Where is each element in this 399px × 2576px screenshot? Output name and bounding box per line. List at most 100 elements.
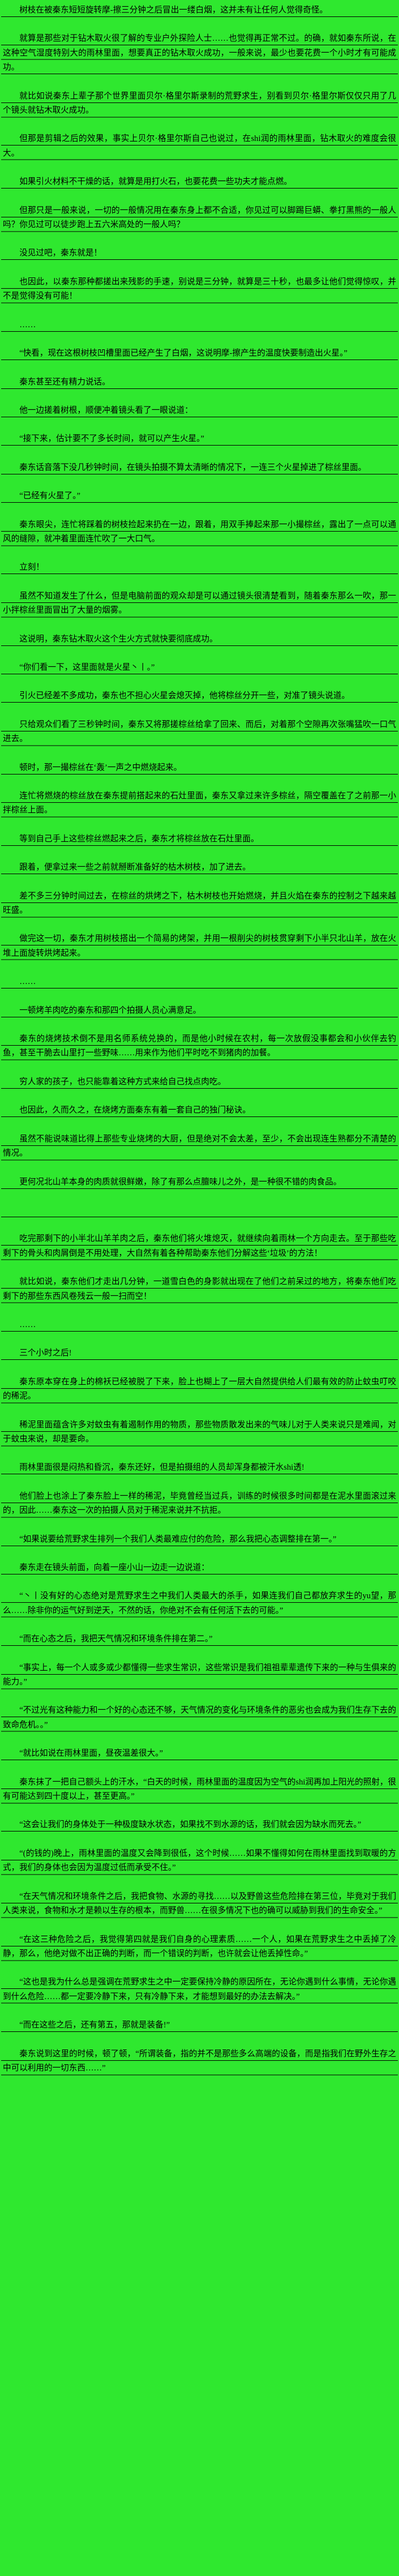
paragraph: 等到自己手上这些棕丝燃起来之后，秦东才将棕丝放在石灶里面。 bbox=[1, 832, 398, 847]
paragraph-gap bbox=[1, 232, 398, 246]
paragraph: “这也是我为什么总是强调在荒野求生之中一定要保持冷静的原因所在，无论你遇到什么事… bbox=[1, 1975, 398, 2005]
paragraph: 但那只是一般来说，一切的一般情况用在秦东身上都不合适，你见过可以脚踢巨蟒、拳打黑… bbox=[1, 203, 398, 233]
paragraph: 秦东走在镜头前面，向着一座小山一边走一边说道： bbox=[1, 1561, 398, 1576]
paragraph-gap bbox=[1, 2076, 398, 2090]
paragraph-gap bbox=[1, 161, 398, 175]
paragraph: 差不多三分钟时间过去，在棕丝的烘烤之下，枯木树枝也开始燃烧，并且火焰在秦东的控制… bbox=[1, 889, 398, 918]
paragraph-gap bbox=[1, 675, 398, 689]
paragraph: 秦东眼尖，连忙将踩着的树枝捡起来扔在一边，跟着，用双手捧起来那一小撮棕丝，露出了… bbox=[1, 517, 398, 547]
paragraph-gap bbox=[1, 261, 398, 275]
paragraph-gap bbox=[1, 190, 398, 204]
paragraph: “已经有火星了。” bbox=[1, 489, 398, 504]
paragraph-gap bbox=[1, 818, 398, 832]
paragraph: “接下来，估计要不了多长时间，就可以产生火星。” bbox=[1, 432, 398, 447]
paragraph: 更何况北山羊本身的肉质就很鲜嫩，除了有那么点膻味儿之外，是一种很不错的肉食品。 bbox=[1, 1175, 398, 1189]
paragraph-gap bbox=[1, 1547, 398, 1561]
paragraph: 他一边搓着树根，顺便冲着镜头看了一眼说道： bbox=[1, 403, 398, 418]
paragraph: “而在这些之后，还有第五，那就是装备!” bbox=[1, 2018, 398, 2033]
paragraph-gap bbox=[1, 1475, 398, 1490]
paragraph: 就比如说，秦东他们才走出几分钟，一道雪白色的身影就出现在了他们之前呆过的地方，将… bbox=[1, 1275, 398, 1304]
paragraph: 只给观众们看了三秒钟时间，秦东又将那搓棕丝给拿了回来、而后，对着那个空隙再次张嘴… bbox=[1, 717, 398, 747]
paragraph-gap bbox=[1, 304, 398, 318]
paragraph-gap bbox=[1, 332, 398, 346]
paragraph: “不过光有这种能力和一个好的心态还不够，天气情况的变化与环境条件的恶劣也会成为我… bbox=[1, 1704, 398, 1733]
paragraph: 如果引火材料不干燥的话，就算是用打火石，也要花费一些功夫才能点燃。 bbox=[1, 175, 398, 190]
paragraph: 树枝在被秦东短短旋转摩-擦三分钟之后冒出一缕白烟，这并未有让任何人觉得奇怪。 bbox=[1, 3, 398, 18]
paragraph: 就比如说秦东上辈子那个世界里面贝尔·格里尔斯录制的荒野求生，别看到贝尔·格里尔斯… bbox=[1, 89, 398, 118]
paragraph: 也因此，以秦东那种都搓出来残影的手速，别说是三分钟，就算是三十秒，也最多让他们觉… bbox=[1, 275, 398, 304]
paragraph: 也因此，久而久之，在烧烤方面秦东有着一套自己的独门秘诀。 bbox=[1, 1103, 398, 1118]
paragraph: “而在心态之后，我把天气情况和环境条件排在第二。” bbox=[1, 1632, 398, 1647]
paragraph-gap bbox=[1, 846, 398, 861]
paragraph: “就比如说在雨林里面，昼夜温差很大。” bbox=[1, 1747, 398, 1761]
paragraph: “如果说要给荒野求生排列一个我们人类最难应付的危险，那么我把心态调整排在第一。” bbox=[1, 1532, 398, 1547]
paragraph: 穷人家的孩子，也只能靠着这种方式来给自己找点肉吃。 bbox=[1, 1075, 398, 1090]
paragraph-gap bbox=[1, 2033, 398, 2047]
paragraph-gap bbox=[1, 475, 398, 489]
paragraph-gap bbox=[1, 875, 398, 889]
paragraph-gap bbox=[1, 1919, 398, 1933]
paragraph: 这说明，秦东钻木取火这个生火方式就快要彻底成功。 bbox=[1, 632, 398, 647]
paragraph-gap bbox=[1, 747, 398, 761]
paragraph-gap bbox=[1, 1404, 398, 1418]
paragraph-gap bbox=[1, 1332, 398, 1346]
paragraph: 三个小时之后! bbox=[1, 1346, 398, 1361]
paragraph-gap bbox=[1, 961, 398, 975]
paragraph-gap bbox=[1, 1732, 398, 1747]
paragraph: “丶丨没有好的心态绝对是荒野求生之中我们人类最大的杀手，如果连我们自己都放弃求生… bbox=[1, 1589, 398, 1619]
paragraph-gap bbox=[1, 990, 398, 1004]
paragraph-gap bbox=[1, 1876, 398, 1890]
paragraph: 秦东原本穿在身上的棉袄已经被脱了下来，脸上也糊上了一层大自然提供给人们最有效的防… bbox=[1, 1375, 398, 1404]
paragraph: 做完这一切，秦东才用树枝搭出一个简易的烤架，并用一根削尖的树枝贯穿剩下小半只北山… bbox=[1, 932, 398, 961]
paragraph-gap bbox=[1, 1089, 398, 1103]
paragraph-gap bbox=[1, 1018, 398, 1032]
paragraph: “这会让我们的身体处于一种极度缺水状态，如果找不到水源的话，我们就会因为缺水而死… bbox=[1, 1818, 398, 1833]
paragraph: “在这三种危险之后，我觉得第四就是我们自身的心理素质……一个人，如果在荒野求生之… bbox=[1, 1932, 398, 1962]
paragraph: 秦东的烧烤技术倒不是用名师系统兑换的，而是他小时候在农村，每一次放假没事都会和小… bbox=[1, 1032, 398, 1061]
paragraph-gap bbox=[1, 1118, 398, 1132]
paragraph-gap bbox=[1, 118, 398, 132]
paragraph: “你们看一下，这里面就是火星丶丨。” bbox=[1, 660, 398, 675]
paragraph-gap bbox=[1, 361, 398, 375]
paragraph: 但那是剪辑之后的效果，事实上贝尔·格里尔斯自己也说过，在shi润的雨林里面，钻木… bbox=[1, 132, 398, 161]
paragraph-gap bbox=[1, 1447, 398, 1461]
paragraph-gap bbox=[1, 1161, 398, 1175]
paragraph-gap bbox=[1, 1361, 398, 1375]
paragraph-gap bbox=[1, 704, 398, 718]
paragraph: 虽然不知道发生了什么，但是电脑前面的观众却是可以通过镜头很清楚看到，随着秦东那么… bbox=[1, 589, 398, 618]
paragraph-gap bbox=[1, 546, 398, 560]
paragraph: …… bbox=[1, 1317, 398, 1333]
paragraph: 秦东说到这里的时候，顿了顿，“所谓装备，指的并不是那些多么高端的设备，而是指我们… bbox=[1, 2047, 398, 2076]
paragraph-gap bbox=[1, 1761, 398, 1775]
paragraph-gap bbox=[1, 647, 398, 661]
paragraph: 顿时，那一撮棕丝在‘轰’一声之中燃烧起来。 bbox=[1, 760, 398, 775]
paragraph: 吃完那剩下的小半北山羊羊肉之后，秦东他们将火堆熄灭，就继续向着雨林一个方向走去。… bbox=[1, 1232, 398, 1261]
paragraph-gap bbox=[1, 447, 398, 461]
paragraph: “(的钱的)晚上，雨林里面的温度又会降到很低，这个时候……如果不懂得如何在雨林里… bbox=[1, 1846, 398, 1876]
paragraph-gap bbox=[1, 918, 398, 932]
paragraph: …… bbox=[1, 975, 398, 990]
paragraph-gap bbox=[1, 1189, 398, 1204]
paragraph-gap bbox=[1, 618, 398, 632]
paragraph: …… bbox=[1, 318, 398, 333]
paragraph: 秦东甚至还有精力说话。 bbox=[1, 375, 398, 390]
paragraph: “事实上，每一个人或多或少都懂得一些求生常识，这些常识是我们祖祖辈辈遗传下来的一… bbox=[1, 1661, 398, 1690]
paragraph: 跟着，便拿过来一些之前就掰断准备好的枯木树枝，加了进去。 bbox=[1, 861, 398, 875]
paragraph: “在天气情况和环境条件之后，我把食物、水源的寻找……以及野兽这些危险排在第三位，… bbox=[1, 1889, 398, 1919]
paragraph-gap bbox=[1, 1518, 398, 1533]
paragraph: 连忙将燃烧的棕丝放在秦东提前搭起来的石灶里面，秦东又拿过来许多棕丝，隔空覆盖在了… bbox=[1, 789, 398, 818]
paragraph-gap bbox=[1, 1647, 398, 1661]
paragraph-gap bbox=[1, 18, 398, 32]
paragraph-gap bbox=[1, 775, 398, 789]
document-reader: 树枝在被秦东短短旋转摩-擦三分钟之后冒出一缕白烟，这并未有让任何人觉得奇怪。 就算… bbox=[1, 3, 398, 2090]
paragraph-gap bbox=[1, 2004, 398, 2018]
paragraph-gap bbox=[1, 1218, 398, 1232]
paragraph-gap bbox=[1, 1618, 398, 1632]
paragraph: 虽然不能说味道比得上那些专业烧烤的大厨，但是绝对不会太差，至少，不会出现连生熟都… bbox=[1, 1132, 398, 1161]
paragraph-gap bbox=[1, 1833, 398, 1847]
paragraph-gap bbox=[1, 1804, 398, 1818]
paragraph: 引火已经差不多成功，秦东也不担心火星会熄灭掉，他将棕丝分开一些，对准了镜头说道。 bbox=[1, 689, 398, 704]
paragraph-gap bbox=[1, 1061, 398, 1075]
paragraph: 秦东抹了一把自己额头上的汗水，“白天的时候，雨林里面的温度因为空气的shi润再加… bbox=[1, 1775, 398, 1804]
paragraph: 没见过吧，秦东就是！ bbox=[1, 246, 398, 261]
